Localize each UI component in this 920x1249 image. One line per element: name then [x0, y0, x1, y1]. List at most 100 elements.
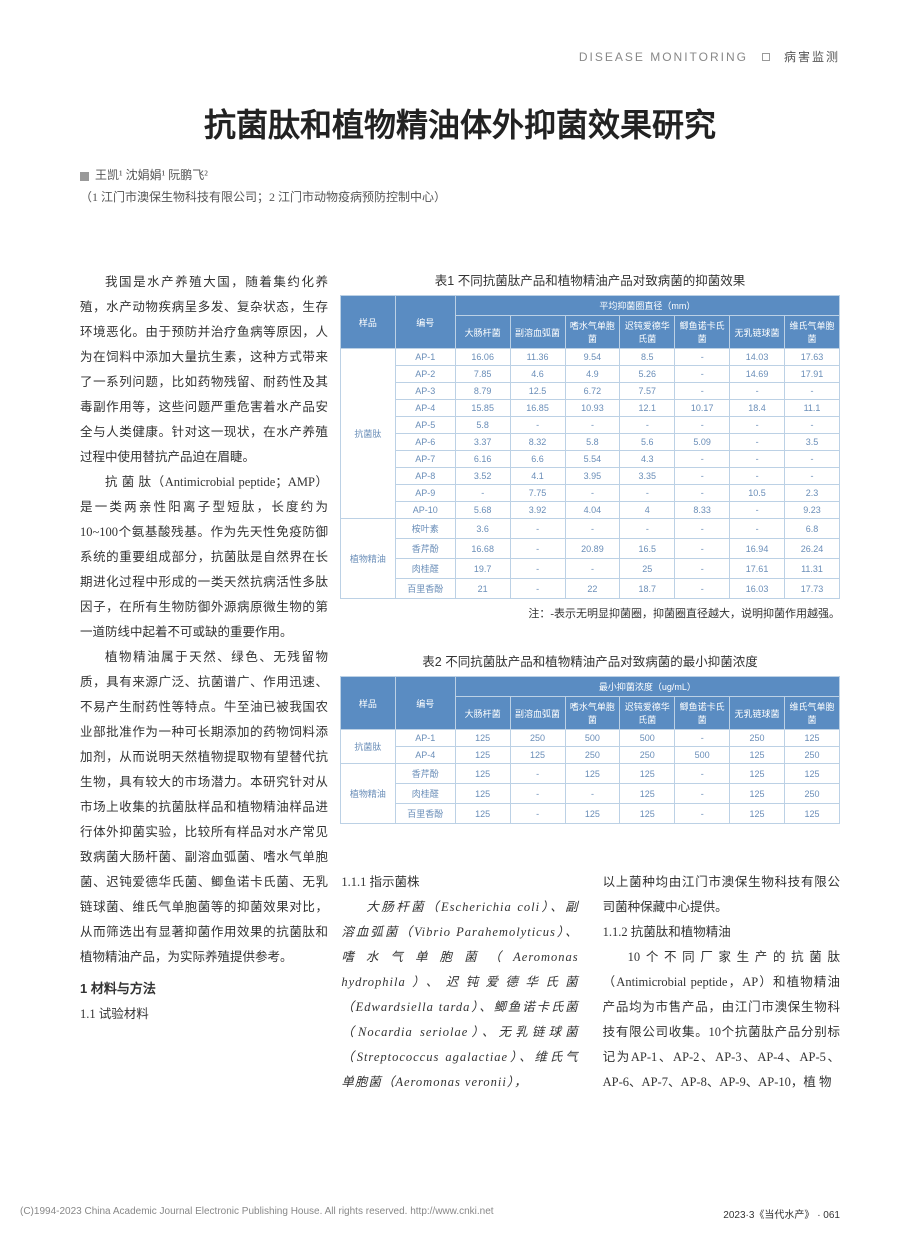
page-footer: (C)1994-2023 China Academic Journal Elec…	[20, 1206, 840, 1221]
table-cell: -	[730, 383, 785, 400]
table-cell: 3.6	[455, 519, 510, 539]
table-cell: 14.69	[730, 366, 785, 383]
table-cell: -	[510, 539, 565, 559]
table-cell: 250	[730, 730, 785, 747]
table-row: AP-105.683.924.0448.33-9.23	[341, 502, 840, 519]
table-cell: 香芹酚	[395, 539, 455, 559]
table-cell: 5.68	[455, 502, 510, 519]
th2-code: 编号	[395, 677, 455, 730]
table-cell: 125	[455, 764, 510, 784]
table-cell: 125	[730, 747, 785, 764]
table-cell: -	[730, 451, 785, 468]
table-cell: 125	[510, 747, 565, 764]
table-cell: -	[675, 579, 730, 599]
table-cell: 9.23	[785, 502, 840, 519]
table-cell: AP-10	[395, 502, 455, 519]
table-cell: 5.8	[565, 434, 620, 451]
table-cell: 肉桂醛	[395, 784, 455, 804]
header-en: DISEASE MONITORING	[579, 50, 748, 64]
table-cell: -	[730, 519, 785, 539]
table-cell: 16.85	[510, 400, 565, 417]
table-cell: -	[620, 519, 675, 539]
table-cell: 17.91	[785, 366, 840, 383]
table-cell: -	[675, 784, 730, 804]
table-cell: 18.7	[620, 579, 675, 599]
table-cell: 250	[785, 784, 840, 804]
table-cell: -	[675, 559, 730, 579]
table-cell: 8.32	[510, 434, 565, 451]
table-cell: 250	[510, 730, 565, 747]
table-row: AP-27.854.64.95.26-14.6917.91	[341, 366, 840, 383]
lower-col-left	[80, 870, 317, 1095]
table-cell: 6.16	[455, 451, 510, 468]
table-cell: 10.5	[730, 485, 785, 502]
table-cell: AP-1	[395, 730, 455, 747]
table-cell: 500	[620, 730, 675, 747]
table-cell: -	[620, 485, 675, 502]
th-col: 维氏气单胞菌	[785, 316, 840, 349]
table-cell: -	[675, 349, 730, 366]
table-cell: 4.6	[510, 366, 565, 383]
footer-left: (C)1994-2023 China Academic Journal Elec…	[20, 1206, 494, 1221]
lower-col-mid: 1.1.1 指示菌株 大肠杆菌（Escherichia coli）、副溶血弧菌（…	[341, 870, 578, 1095]
table-cell: 18.4	[730, 400, 785, 417]
table-cell: AP-7	[395, 451, 455, 468]
table-cell: -	[675, 417, 730, 434]
th-code: 编号	[395, 296, 455, 349]
table-cell: 16.68	[455, 539, 510, 559]
table-cell: -	[785, 451, 840, 468]
table-row: 香芹酚16.68-20.8916.5-16.9426.24	[341, 539, 840, 559]
table-cell: 5.26	[620, 366, 675, 383]
header-cn: 病害监测	[784, 48, 840, 65]
table-cell: -	[510, 784, 565, 804]
table-cell: -	[785, 417, 840, 434]
table-cell: 3.92	[510, 502, 565, 519]
table-cell: 14.03	[730, 349, 785, 366]
table-cell: 22	[565, 579, 620, 599]
table-cell: -	[565, 784, 620, 804]
table-cell: 500	[675, 747, 730, 764]
table-cell: 17.73	[785, 579, 840, 599]
table-cell: -	[675, 764, 730, 784]
table-cell: 4.9	[565, 366, 620, 383]
table-row: 肉桂醛19.7--25-17.6111.31	[341, 559, 840, 579]
table-cell: 10.17	[675, 400, 730, 417]
th-col: 迟钝爱德华氏菌	[620, 316, 675, 349]
right-para-2: 10个不同厂家生产的抗菌肽（Antimicrobial peptide，AP）和…	[603, 945, 840, 1095]
table-cell: 17.61	[730, 559, 785, 579]
table-cell: 125	[565, 804, 620, 824]
table-cell: -	[565, 519, 620, 539]
table2-caption: 表2 不同抗菌肽产品和植物精油产品对致病菌的最小抑菌浓度	[340, 651, 840, 670]
table-cell: -	[730, 417, 785, 434]
table-cell: 4.1	[510, 468, 565, 485]
th-col: 鲫鱼诺卡氏菌	[675, 316, 730, 349]
lower-columns: 1.1.1 指示菌株 大肠杆菌（Escherichia coli）、副溶血弧菌（…	[80, 870, 840, 1095]
table-cell: 6.72	[565, 383, 620, 400]
table-row: 抗菌肽AP-1125250500500-250125	[341, 730, 840, 747]
table-cell: 5.54	[565, 451, 620, 468]
table-cell: 125	[455, 804, 510, 824]
table-cell: 12.5	[510, 383, 565, 400]
table-cell: 125	[455, 730, 510, 747]
table-cell: 百里香酚	[395, 804, 455, 824]
table-cell: 6.6	[510, 451, 565, 468]
table2: 样品 编号 最小抑菌浓度（ug/mL） 大肠杆菌副溶血弧菌嗜水气单胞菌迟钝爱德华…	[340, 676, 840, 824]
table-cell: 125	[620, 804, 675, 824]
table-cell: 500	[565, 730, 620, 747]
affiliations: （1 江门市澳保生物科技有限公司；2 江门市动物疫病预防控制中心）	[80, 187, 446, 209]
table-cell: 12.1	[620, 400, 675, 417]
table-cell: -	[730, 434, 785, 451]
table-row: 抗菌肽AP-116.0611.369.548.5-14.0317.63	[341, 349, 840, 366]
table-row: 植物精油香芹酚125-125125-125125	[341, 764, 840, 784]
table-cell: 百里香酚	[395, 579, 455, 599]
th-col: 大肠杆菌	[455, 697, 510, 730]
table-cell: 9.54	[565, 349, 620, 366]
right-para-1: 以上菌种均由江门市澳保生物科技有限公司菌种保藏中心提供。	[603, 870, 840, 920]
table-cell: 125	[785, 764, 840, 784]
th-col: 副溶血弧菌	[510, 697, 565, 730]
byline-block: 王凯¹ 沈娟娟¹ 阮鹏飞² （1 江门市澳保生物科技有限公司；2 江门市动物疫病…	[80, 165, 446, 208]
table-cell: -	[675, 804, 730, 824]
th-col: 嗜水气单胞菌	[565, 316, 620, 349]
table-row: AP-55.8------	[341, 417, 840, 434]
rowgroup-label: 抗菌肽	[341, 730, 396, 764]
